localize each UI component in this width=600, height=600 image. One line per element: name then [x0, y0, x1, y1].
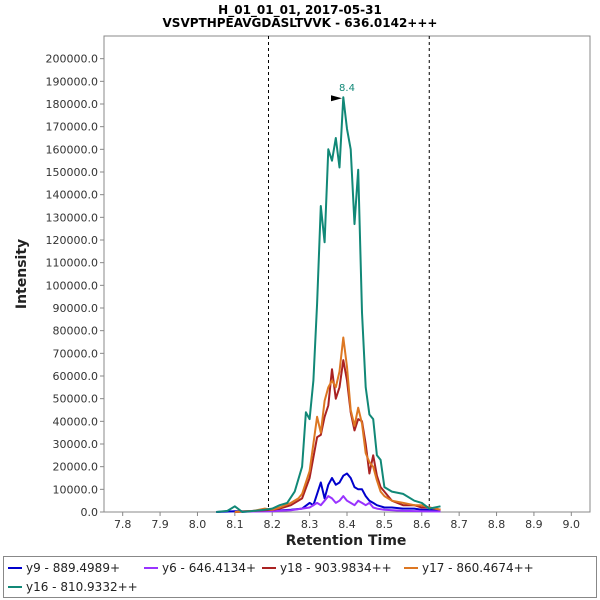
chart-subtitle: VSVPTHPEAVGDASLTVVK - 636.0142+++ [163, 16, 438, 30]
y-tick-label: 120000.0 [46, 234, 99, 247]
y-tick-label: 130000.0 [46, 211, 99, 224]
legend-item: y18 - 903.9834++ [262, 559, 392, 577]
peak-label: 8.4 [339, 83, 355, 94]
legend-label: y16 - 810.9332++ [26, 580, 138, 594]
x-tick-label: 8.2 [263, 518, 281, 531]
y-tick-label: 170000.0 [46, 121, 99, 134]
y-tick-label: 30000.0 [53, 438, 99, 451]
series-line [234, 336, 441, 513]
x-tick-label: 7.8 [114, 518, 132, 531]
y-tick-label: 140000.0 [46, 189, 99, 202]
legend-label: y18 - 903.9834++ [280, 561, 392, 575]
series-line [234, 495, 441, 513]
legend-swatch [404, 567, 418, 569]
x-tick-label: 8.1 [226, 518, 244, 531]
y-tick-label: 0.0 [81, 506, 99, 519]
y-axis-title: Intensity [14, 239, 30, 309]
x-axis-title: Retention Time [286, 533, 407, 549]
legend-item: y9 - 889.4989+ [8, 559, 120, 577]
peak-arrow-icon [331, 95, 342, 102]
legend: y9 - 889.4989+ y6 - 646.4134+ y18 - 903.98… [3, 556, 597, 598]
x-axis: 7.8 7.9 8.0 8.1 8.2 8.3 8.4 8.5 8.6 8.7 8.8 8.9 9.0 [114, 512, 580, 531]
legend-label: y17 - 860.4674++ [422, 561, 534, 575]
y-tick-label: 70000.0 [53, 347, 99, 360]
y-tick-label: 20000.0 [53, 461, 99, 474]
x-tick-label: 8.3 [301, 518, 319, 531]
x-tick-label: 9.0 [563, 518, 581, 531]
legend-label: y9 - 889.4989+ [26, 561, 121, 575]
peak-annotation-group: 8.4 [331, 83, 355, 102]
legend-swatch [8, 567, 22, 569]
x-tick-label: 8.4 [338, 518, 356, 531]
legend-swatch [262, 567, 276, 569]
y-tick-label: 40000.0 [53, 415, 99, 428]
x-tick-label: 8.8 [488, 518, 506, 531]
legend-label: y6 - 646.4134+ [162, 561, 257, 575]
x-tick-label: 8.6 [413, 518, 431, 531]
y-tick-label: 160000.0 [46, 143, 99, 156]
y-tick-label: 100000.0 [46, 279, 99, 292]
legend-swatch [144, 567, 158, 569]
y-tick-label: 80000.0 [53, 325, 99, 338]
series-line [216, 96, 441, 513]
y-tick-label: 90000.0 [53, 302, 99, 315]
x-tick-label: 8.7 [450, 518, 468, 531]
x-tick-label: 8.5 [376, 518, 394, 531]
y-tick-label: 10000.0 [53, 483, 99, 496]
legend-swatch [8, 586, 22, 588]
chart-title: H_01_01_01, 2017-05-31 [218, 3, 382, 18]
y-tick-label: 150000.0 [46, 166, 99, 179]
y-tick-label: 200000.0 [46, 53, 99, 66]
y-tick-label: 190000.0 [46, 75, 99, 88]
series-line [216, 472, 441, 513]
vertical-markers [267, 36, 430, 512]
series-line [234, 359, 441, 513]
x-tick-label: 7.9 [151, 518, 169, 531]
x-tick-label: 8.9 [525, 518, 543, 531]
y-tick-label: 60000.0 [53, 370, 99, 383]
legend-item: y6 - 646.4134+ [144, 559, 256, 577]
y-axis: 0.0 10000.0 20000.0 30000.0 40000.0 50000.0 60… [46, 53, 104, 519]
y-tick-label: 50000.0 [53, 393, 99, 406]
x-tick-label: 8.0 [189, 518, 207, 531]
y-tick-label: 110000.0 [46, 257, 99, 270]
legend-item: y17 - 860.4674++ [404, 559, 534, 577]
series-lines [216, 96, 441, 513]
y-tick-label: 180000.0 [46, 98, 99, 111]
legend-item: y16 - 810.9332++ [8, 578, 138, 596]
